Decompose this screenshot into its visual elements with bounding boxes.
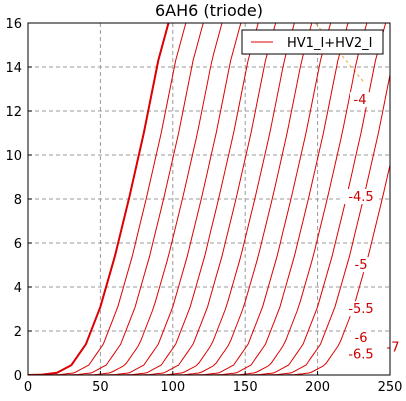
y-tick-label: 12 xyxy=(5,105,22,120)
curve-line xyxy=(28,23,170,375)
y-tick-label: 0 xyxy=(14,369,22,384)
curve-line xyxy=(28,23,242,375)
y-tick-label: 2 xyxy=(14,325,22,340)
curve-label: -4.5 xyxy=(348,190,373,205)
reference-line xyxy=(314,23,365,83)
curve-label-bg xyxy=(343,189,379,204)
axis-ticks: 0 50 100 150 200 250 0 2 4 6 8 10 12 14 16 xyxy=(5,17,402,395)
grid xyxy=(28,23,390,375)
chart-title: 6AH6 (triode) xyxy=(155,1,263,20)
y-tick-label: 8 xyxy=(14,193,22,208)
reference-line xyxy=(314,23,365,83)
y-tick-label: 14 xyxy=(5,61,22,76)
curve-labels: -4 -4.5 -5 -5.5 -6-6.5 -7 xyxy=(343,92,403,362)
curve-label-bg xyxy=(383,339,403,355)
curve-line xyxy=(28,23,387,375)
curve-line xyxy=(28,23,349,375)
curve-label: -6.5 xyxy=(348,347,373,362)
curves xyxy=(28,23,390,375)
y-tick-label: 16 xyxy=(5,17,22,32)
y-tick-label: 10 xyxy=(5,149,22,164)
curve-line xyxy=(28,23,187,375)
curve-label: -6 xyxy=(355,331,368,346)
curve-label: -5.5 xyxy=(348,302,373,317)
x-tick-label: 250 xyxy=(378,380,403,395)
curve-label: -4 xyxy=(354,93,367,108)
curve-label: -5 xyxy=(355,258,368,273)
y-tick-label: 6 xyxy=(14,237,22,252)
x-tick-label: 0 xyxy=(24,380,32,395)
curve-label-bg xyxy=(351,329,371,345)
curve-line xyxy=(28,72,390,375)
curve-line xyxy=(28,23,313,375)
curve-label: -7 xyxy=(387,341,400,356)
legend: HV1_I+HV2_I xyxy=(241,29,384,55)
curve-line xyxy=(28,23,295,375)
curve-label-bg xyxy=(343,301,379,317)
x-tick-label: 50 xyxy=(92,380,109,395)
curve-line xyxy=(28,23,204,375)
curve-line xyxy=(28,23,259,375)
curve-line xyxy=(28,23,368,375)
curve-label-bg xyxy=(343,346,379,362)
y-tick-label: 4 xyxy=(14,281,22,296)
curve-line xyxy=(28,23,277,375)
curve-line xyxy=(28,162,390,375)
curve-line xyxy=(28,23,223,375)
curve-label-bg xyxy=(351,257,371,273)
curve-label-bg xyxy=(350,92,370,108)
curve-line xyxy=(28,23,332,375)
x-tick-label: 100 xyxy=(160,380,185,395)
x-tick-label: 150 xyxy=(233,380,258,395)
legend-label: HV1_I+HV2_I xyxy=(287,36,372,51)
legend-box xyxy=(241,29,384,55)
x-tick-label: 200 xyxy=(305,380,330,395)
